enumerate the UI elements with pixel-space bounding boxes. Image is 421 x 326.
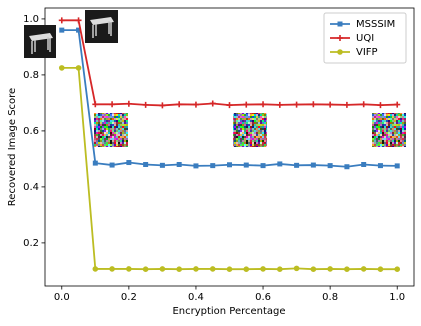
- marker: [92, 101, 99, 108]
- marker: [377, 163, 383, 169]
- marker: [126, 160, 132, 166]
- marker: [394, 266, 401, 273]
- marker: [310, 162, 316, 168]
- marker: [193, 266, 199, 272]
- marker: [142, 266, 149, 273]
- y-tick-label: 1.0: [23, 14, 39, 25]
- x-tick-label: 0.4: [188, 292, 204, 303]
- y-tick-label: 0.4: [23, 182, 39, 193]
- marker: [260, 266, 266, 272]
- marker: [226, 102, 233, 109]
- x-tick-label: 1.0: [389, 292, 405, 303]
- marker: [109, 101, 116, 108]
- marker: [344, 266, 350, 273]
- marker: [343, 101, 350, 108]
- marker: [92, 160, 98, 166]
- marker: [243, 101, 250, 108]
- marker: [277, 161, 283, 167]
- x-tick-label: 0.0: [54, 292, 70, 303]
- legend-label: VIFP: [356, 47, 378, 58]
- legend-marker: [337, 21, 343, 27]
- marker: [377, 266, 384, 273]
- marker: [394, 101, 401, 108]
- marker: [209, 266, 216, 272]
- marker: [176, 161, 182, 167]
- marker: [361, 161, 367, 167]
- marker: [327, 163, 333, 169]
- marker: [58, 17, 65, 24]
- marker: [159, 102, 166, 109]
- legend-label: UQI: [356, 33, 374, 44]
- marker: [159, 266, 166, 272]
- y-tick-label: 0.8: [23, 70, 39, 81]
- marker: [310, 266, 317, 273]
- marker: [293, 101, 300, 108]
- marker: [75, 65, 82, 71]
- marker: [327, 266, 333, 272]
- marker: [210, 163, 216, 169]
- marker: [226, 266, 233, 273]
- x-axis-label: Encryption Percentage: [172, 306, 285, 317]
- marker: [227, 162, 232, 168]
- image-clean: [24, 25, 56, 58]
- marker: [327, 101, 334, 108]
- marker: [209, 100, 216, 107]
- marker: [58, 65, 65, 71]
- legend-marker: [337, 49, 343, 55]
- marker: [159, 162, 165, 168]
- image-encrypted: [94, 113, 128, 147]
- image-encrypted: [372, 113, 406, 147]
- stool-legs: [31, 37, 51, 54]
- marker: [243, 266, 250, 273]
- marker: [109, 162, 115, 168]
- x-tick-label: 0.8: [322, 292, 338, 303]
- marker: [76, 27, 82, 33]
- marker: [344, 164, 350, 170]
- marker: [260, 163, 266, 169]
- marker: [109, 266, 115, 272]
- marker: [126, 266, 132, 272]
- stool: [29, 33, 53, 41]
- marker: [142, 101, 149, 108]
- marker: [192, 101, 199, 108]
- marker: [125, 100, 132, 107]
- marker: [176, 101, 183, 108]
- marker: [360, 101, 367, 108]
- marker: [293, 265, 300, 272]
- marker: [277, 266, 283, 273]
- marker: [394, 163, 400, 169]
- x-tick-label: 0.2: [121, 292, 137, 303]
- marker: [377, 102, 384, 109]
- y-axis-label: Recovered Image Score: [7, 88, 18, 206]
- marker: [92, 266, 99, 272]
- legend-box: [323, 12, 407, 64]
- legend-label: MSSSIM: [356, 19, 395, 30]
- marker: [360, 266, 367, 272]
- stool-legs: [92, 21, 112, 38]
- marker: [294, 162, 300, 168]
- marker: [193, 163, 199, 169]
- marker: [260, 101, 267, 108]
- marker: [143, 161, 149, 167]
- legend-marker: [337, 35, 343, 41]
- marker: [310, 101, 317, 108]
- marker: [276, 101, 283, 108]
- y-tick-label: 0.2: [23, 238, 39, 249]
- marker: [243, 162, 249, 168]
- image-clean: [85, 10, 118, 43]
- marker: [59, 27, 65, 33]
- marker: [176, 266, 182, 273]
- image-encrypted: [233, 113, 267, 147]
- x-tick-label: 0.6: [255, 292, 271, 303]
- thumbnails: [24, 10, 406, 147]
- marker: [75, 17, 82, 24]
- y-tick-label: 0.6: [23, 126, 39, 137]
- stool: [90, 17, 114, 25]
